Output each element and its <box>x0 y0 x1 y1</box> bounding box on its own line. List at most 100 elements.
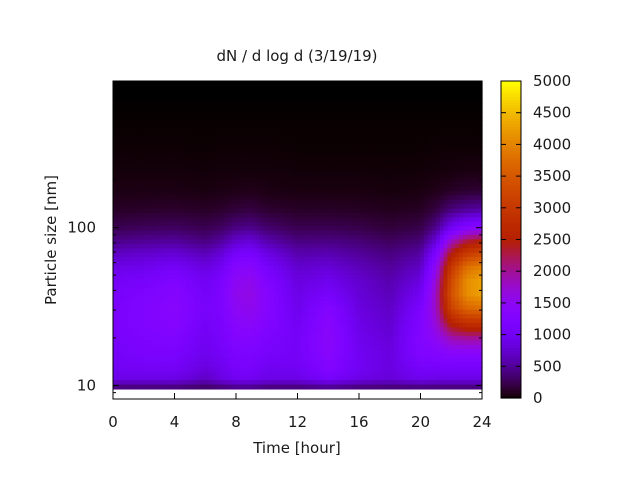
heatmap-cell <box>128 217 133 223</box>
heatmap-cell <box>143 239 149 245</box>
heatmap-cell <box>209 384 214 390</box>
heatmap-cell <box>120 278 126 284</box>
heatmap-cell <box>316 248 322 254</box>
heatmap-cell <box>162 283 168 289</box>
heatmap-cell <box>159 358 164 364</box>
heatmap-cell <box>351 124 356 130</box>
heatmap-cell <box>355 124 360 130</box>
heatmap-cell <box>174 274 179 280</box>
heatmap-cell <box>236 349 241 355</box>
heatmap-cell <box>236 138 241 144</box>
heatmap-cell <box>220 309 226 315</box>
heatmap-cell <box>335 133 341 139</box>
heatmap-cell <box>128 151 133 157</box>
heatmap-cell <box>351 309 356 315</box>
heatmap-cell <box>120 182 126 188</box>
heatmap-cell <box>266 265 272 271</box>
heatmap-cell <box>189 142 195 148</box>
heatmap-cell <box>278 261 283 267</box>
heatmap-cell <box>332 212 337 218</box>
heatmap-cell <box>189 252 195 258</box>
heatmap-cell <box>285 195 291 201</box>
heatmap-cell <box>147 221 153 227</box>
heatmap-cell <box>247 120 252 126</box>
heatmap-cell <box>335 371 341 377</box>
heatmap-cell <box>224 89 229 95</box>
heatmap-cell <box>151 120 156 126</box>
heatmap-cell <box>236 102 241 108</box>
heatmap-cell <box>274 265 279 271</box>
heatmap-cell <box>209 274 214 280</box>
heatmap-cell <box>266 208 272 214</box>
heatmap-cell <box>170 248 176 254</box>
heatmap-cell <box>374 160 379 166</box>
heatmap-cell <box>270 309 276 315</box>
heatmap-cell <box>328 292 333 298</box>
heatmap-cell <box>312 322 318 328</box>
heatmap-cell <box>305 261 310 267</box>
heatmap-cell <box>301 146 306 152</box>
heatmap-cell <box>220 366 226 372</box>
heatmap-cell <box>255 287 260 293</box>
heatmap-cell <box>151 375 156 381</box>
heatmap-cell <box>174 190 179 196</box>
heatmap-cell <box>385 124 391 130</box>
heatmap-cell <box>216 256 222 262</box>
heatmap-cell <box>255 375 260 381</box>
heatmap-cell <box>120 142 126 148</box>
heatmap-cell <box>147 212 153 218</box>
heatmap-cell <box>370 331 375 337</box>
heatmap-cell <box>293 129 299 135</box>
heatmap-cell <box>282 234 287 240</box>
heatmap-cell <box>147 358 153 364</box>
heatmap-cell <box>282 116 287 122</box>
heatmap-cell <box>124 349 129 355</box>
heatmap-cell <box>270 362 276 368</box>
heatmap-cell <box>378 322 383 328</box>
heatmap-cell <box>370 362 375 368</box>
heatmap-cell <box>220 204 226 210</box>
heatmap-cell <box>301 287 306 293</box>
heatmap-cell <box>197 322 203 328</box>
heatmap-cell <box>351 366 356 372</box>
heatmap-cell <box>343 133 349 139</box>
heatmap-cell <box>247 81 252 86</box>
heatmap-cell <box>343 204 349 210</box>
heatmap-cell <box>312 199 318 205</box>
heatmap-cell <box>251 340 256 346</box>
heatmap-cell <box>162 340 168 346</box>
heatmap-cell <box>339 305 345 311</box>
heatmap-cell <box>359 340 364 346</box>
heatmap-cell <box>359 230 364 236</box>
heatmap-cell <box>374 300 379 306</box>
heatmap-cell <box>128 164 133 170</box>
heatmap-cell <box>159 155 164 161</box>
heatmap-cell <box>232 160 237 166</box>
heatmap-cell <box>197 248 203 254</box>
heatmap-cell <box>182 344 187 350</box>
heatmap-cell <box>182 375 187 381</box>
heatmap-cell <box>293 358 299 364</box>
heatmap-cell <box>328 248 333 254</box>
heatmap-cell <box>274 292 279 298</box>
heatmap-cell <box>174 89 179 95</box>
heatmap-cell <box>274 336 279 342</box>
heatmap-cell <box>324 292 329 298</box>
heatmap-cell <box>274 252 279 258</box>
heatmap-cell <box>312 371 318 377</box>
heatmap-cell <box>301 190 306 196</box>
heatmap-cell <box>205 358 210 364</box>
heatmap-cell <box>174 102 179 108</box>
heatmap-cell <box>139 278 145 284</box>
heatmap-cell <box>193 107 199 113</box>
heatmap-cell <box>366 327 372 333</box>
heatmap-cell <box>370 278 375 284</box>
heatmap-cell <box>151 336 156 342</box>
heatmap-cell <box>282 248 287 254</box>
heatmap-cell <box>374 204 379 210</box>
heatmap-cell <box>274 129 279 135</box>
heatmap-cell <box>255 270 260 276</box>
heatmap-cell <box>216 199 222 205</box>
heatmap-cell <box>312 283 318 289</box>
heatmap-cell <box>236 278 241 284</box>
